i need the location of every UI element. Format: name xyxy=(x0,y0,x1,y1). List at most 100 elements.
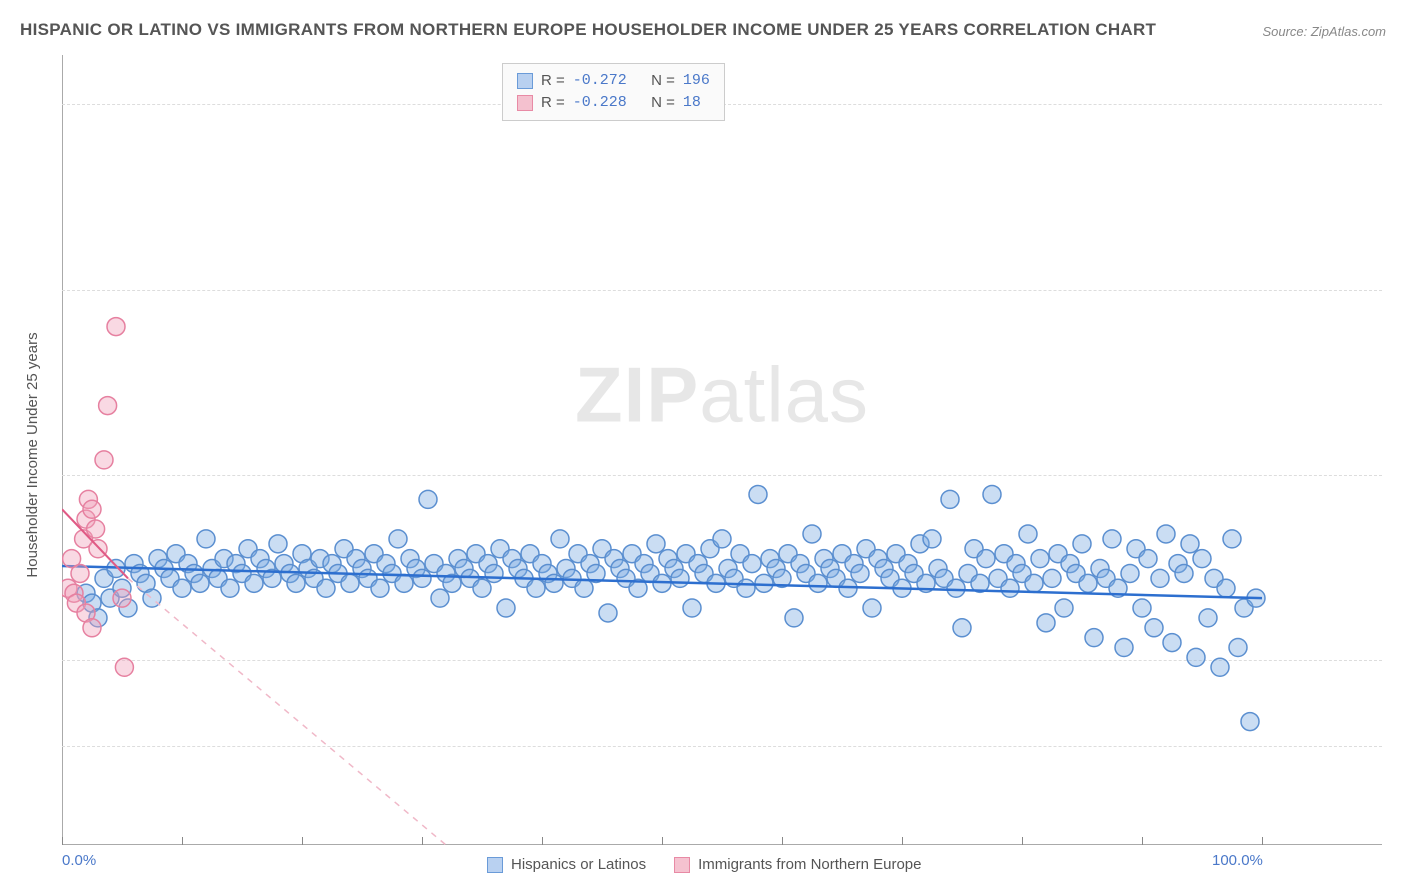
data-point xyxy=(785,609,803,627)
data-point xyxy=(389,530,407,548)
data-point xyxy=(941,490,959,508)
data-point xyxy=(1085,629,1103,647)
data-point xyxy=(431,589,449,607)
data-point xyxy=(743,555,761,573)
data-point xyxy=(947,579,965,597)
data-point xyxy=(1115,639,1133,657)
legend-label: Hispanics or Latinos xyxy=(511,856,646,873)
data-point xyxy=(1217,579,1235,597)
data-point xyxy=(1121,564,1139,582)
legend-item: Hispanics or Latinos xyxy=(487,856,646,873)
data-point xyxy=(749,485,767,503)
data-point xyxy=(287,574,305,592)
swatch-blue-icon xyxy=(517,73,533,89)
data-point xyxy=(1031,550,1049,568)
r-value: -0.228 xyxy=(573,92,627,114)
data-point xyxy=(245,574,263,592)
data-point xyxy=(575,579,593,597)
data-point xyxy=(115,658,133,676)
n-value: 18 xyxy=(683,92,701,114)
data-point xyxy=(683,599,701,617)
data-point xyxy=(545,574,563,592)
data-point xyxy=(551,530,569,548)
data-point xyxy=(71,564,89,582)
legend-row: R = -0.272 N = 196 xyxy=(517,70,710,92)
data-point xyxy=(1181,535,1199,553)
data-point xyxy=(527,579,545,597)
data-point xyxy=(1055,599,1073,617)
scatter-plot xyxy=(62,55,1382,845)
data-point xyxy=(1199,609,1217,627)
data-point xyxy=(1073,535,1091,553)
x-tick-label: 100.0% xyxy=(1212,852,1263,869)
swatch-pink-icon xyxy=(517,95,533,111)
data-point xyxy=(851,564,869,582)
chart-area: Householder Income Under 25 years ZIPatl… xyxy=(62,55,1382,845)
r-label: R = xyxy=(541,70,565,92)
n-value: 196 xyxy=(683,70,710,92)
n-label: N = xyxy=(651,70,675,92)
data-point xyxy=(113,589,131,607)
data-point xyxy=(1079,574,1097,592)
data-point xyxy=(1103,530,1121,548)
swatch-blue-icon xyxy=(487,857,503,873)
data-point xyxy=(803,525,821,543)
data-point xyxy=(737,579,755,597)
data-point xyxy=(599,604,617,622)
data-point xyxy=(1223,530,1241,548)
data-point xyxy=(1043,569,1061,587)
data-point xyxy=(1133,599,1151,617)
data-point xyxy=(107,318,125,336)
data-point xyxy=(485,564,503,582)
data-point xyxy=(953,619,971,637)
data-point xyxy=(419,490,437,508)
data-point xyxy=(647,535,665,553)
data-point xyxy=(83,500,101,518)
data-point xyxy=(1139,550,1157,568)
legend-item: Immigrants from Northern Europe xyxy=(674,856,921,873)
chart-title: HISPANIC OR LATINO VS IMMIGRANTS FROM NO… xyxy=(20,20,1156,40)
data-point xyxy=(713,530,731,548)
data-point xyxy=(755,574,773,592)
y-axis-label: Householder Income Under 25 years xyxy=(24,332,41,577)
data-point xyxy=(497,599,515,617)
data-point xyxy=(809,574,827,592)
data-point xyxy=(1163,634,1181,652)
data-point xyxy=(221,579,239,597)
data-point xyxy=(977,550,995,568)
source-attribution: Source: ZipAtlas.com xyxy=(1262,24,1386,39)
data-point xyxy=(473,579,491,597)
legend-label: Immigrants from Northern Europe xyxy=(698,856,921,873)
data-point xyxy=(983,485,1001,503)
data-point xyxy=(1175,564,1193,582)
data-point xyxy=(1187,648,1205,666)
n-label: N = xyxy=(651,92,675,114)
legend-stats: R = -0.272 N = 196 R = -0.228 N = 18 xyxy=(502,63,725,121)
data-point xyxy=(87,520,105,538)
data-point xyxy=(1151,569,1169,587)
data-point xyxy=(1211,658,1229,676)
data-point xyxy=(1001,579,1019,597)
data-point xyxy=(83,619,101,637)
data-point xyxy=(923,530,941,548)
data-point xyxy=(341,574,359,592)
data-point xyxy=(1229,639,1247,657)
data-point xyxy=(197,530,215,548)
data-point xyxy=(89,540,107,558)
data-point xyxy=(1145,619,1163,637)
data-point xyxy=(395,574,413,592)
legend-row: R = -0.228 N = 18 xyxy=(517,92,710,114)
data-point xyxy=(1193,550,1211,568)
data-point xyxy=(1157,525,1175,543)
x-tick-label: 0.0% xyxy=(62,852,96,869)
data-point xyxy=(371,579,389,597)
data-point xyxy=(1025,574,1043,592)
data-point xyxy=(1037,614,1055,632)
data-point xyxy=(413,569,431,587)
data-point xyxy=(863,599,881,617)
data-point xyxy=(95,451,113,469)
legend-series: Hispanics or Latinos Immigrants from Nor… xyxy=(487,856,922,873)
r-label: R = xyxy=(541,92,565,114)
data-point xyxy=(269,535,287,553)
r-value: -0.272 xyxy=(573,70,627,92)
